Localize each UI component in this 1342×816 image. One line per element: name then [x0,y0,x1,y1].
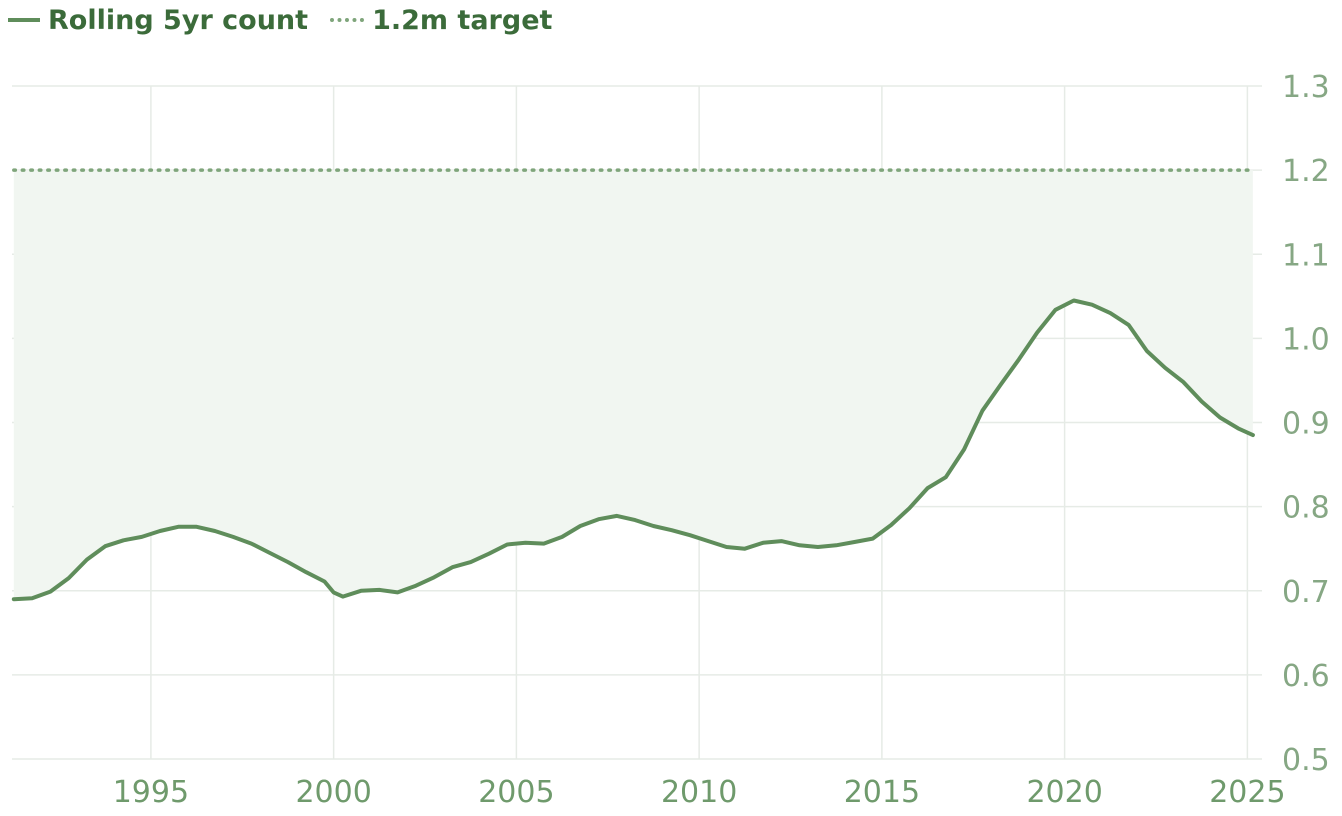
legend-series-line-icon [8,18,40,22]
y-tick-label: 0.8 [1282,491,1330,526]
x-tick-label: 2020 [1026,775,1102,810]
y-tick-label: 0.7 [1282,575,1330,610]
x-tick-label: 2010 [661,775,737,810]
y-axis: 0.5 0.6 0.7 0.8 0.9 1.0 1.1 1.2 1.3 [1282,70,1330,778]
y-tick-label: 1.3 [1282,70,1330,105]
shaded-gap-area [13,170,1253,600]
y-tick-label: 1.2 [1282,154,1330,189]
x-tick-label: 2005 [478,775,554,810]
y-tick-label: 0.9 [1282,407,1330,442]
x-tick-label: 2000 [295,775,371,810]
series-line-rolling-5yr-count [11,298,1255,602]
legend-item-series: Rolling 5yr count [8,5,308,36]
legend-target-label: 1.2m target [372,4,553,36]
x-tick-label: 2015 [844,775,920,810]
x-axis: 1995 2000 2005 2010 2015 2020 2025 [113,775,1286,810]
x-tick-label: 1995 [113,775,189,810]
y-tick-label: 0.6 [1282,659,1330,694]
legend-item-target: 1.2m target [330,5,552,36]
y-tick-label: 0.5 [1282,743,1330,778]
x-tick-label: 2025 [1209,775,1285,810]
target-gap-fill [13,170,1253,600]
legend-series-label: Rolling 5yr count [48,4,309,36]
legend: Rolling 5yr count 1.2m target [8,2,552,38]
y-tick-label: 1.0 [1282,322,1330,357]
legend-target-dotted-line-icon [330,18,365,22]
series-group [11,298,1255,602]
y-tick-label: 1.1 [1282,238,1330,273]
